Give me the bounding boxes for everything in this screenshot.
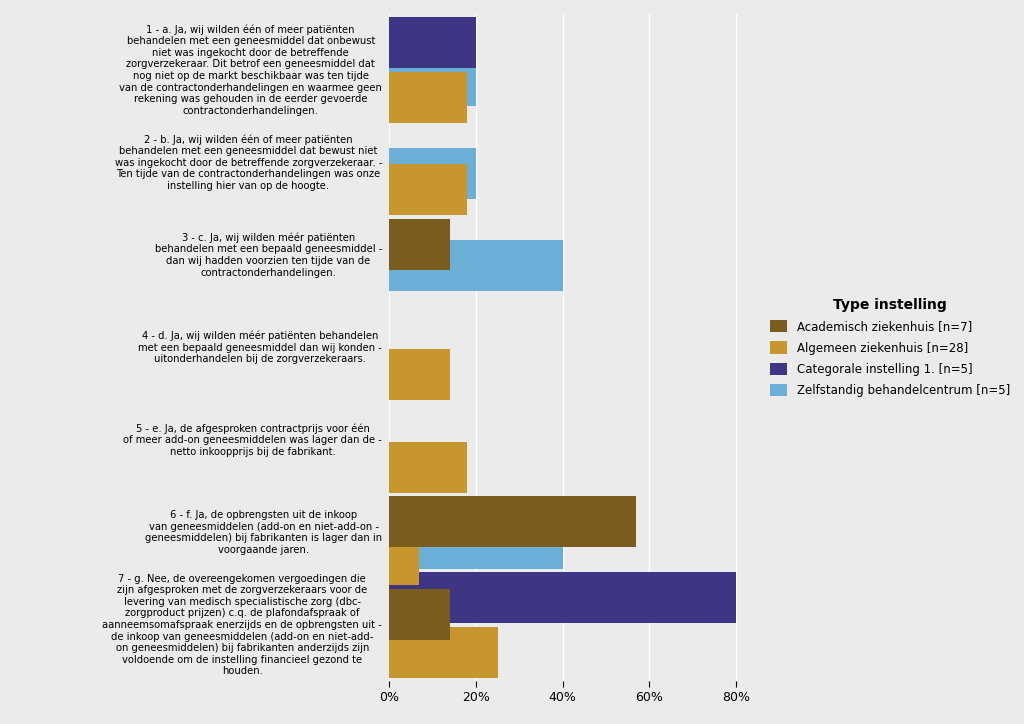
Bar: [389, 164, 467, 215]
Bar: [389, 572, 736, 623]
Bar: [389, 17, 476, 68]
Bar: [389, 534, 420, 585]
Bar: [389, 627, 498, 678]
Bar: [389, 350, 450, 400]
Bar: [389, 148, 476, 198]
Bar: [389, 240, 562, 291]
Bar: [389, 72, 467, 123]
Legend: Academisch ziekenhuis [n=7], Algemeen ziekenhuis [n=28], Categorale instelling 1: Academisch ziekenhuis [n=7], Algemeen zi…: [764, 292, 1016, 403]
Bar: [389, 518, 562, 568]
Bar: [389, 442, 467, 493]
Bar: [389, 681, 450, 724]
Bar: [389, 497, 636, 547]
Bar: [389, 589, 450, 640]
Bar: [389, 55, 476, 106]
Bar: [389, 219, 450, 270]
